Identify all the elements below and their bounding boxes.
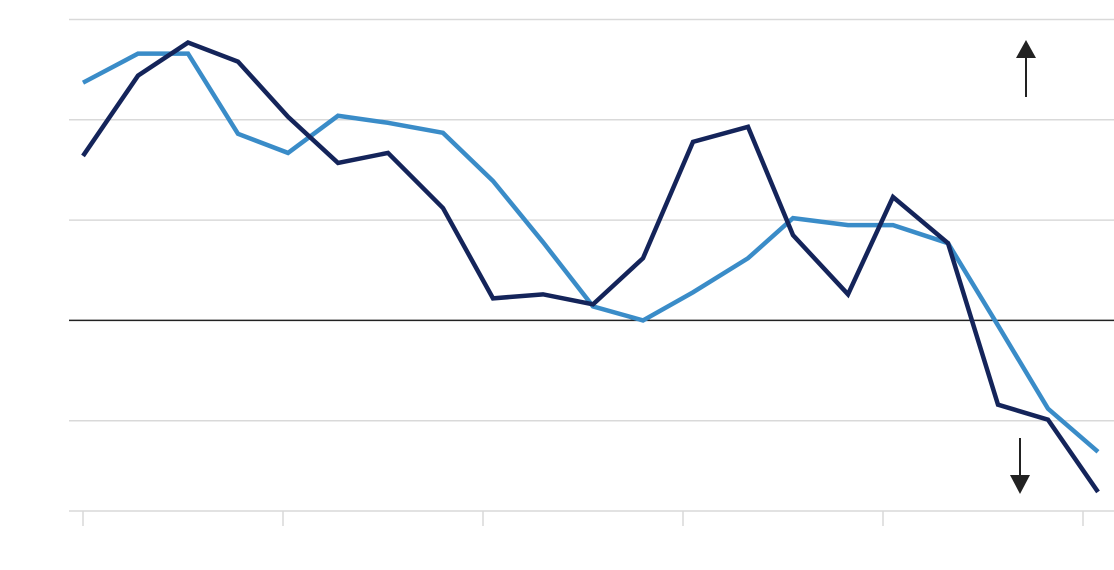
series-line: [81, 40, 1100, 494]
down-arrow: [1010, 438, 1030, 494]
up-arrow: [1016, 40, 1036, 97]
series-line: [81, 51, 1100, 454]
